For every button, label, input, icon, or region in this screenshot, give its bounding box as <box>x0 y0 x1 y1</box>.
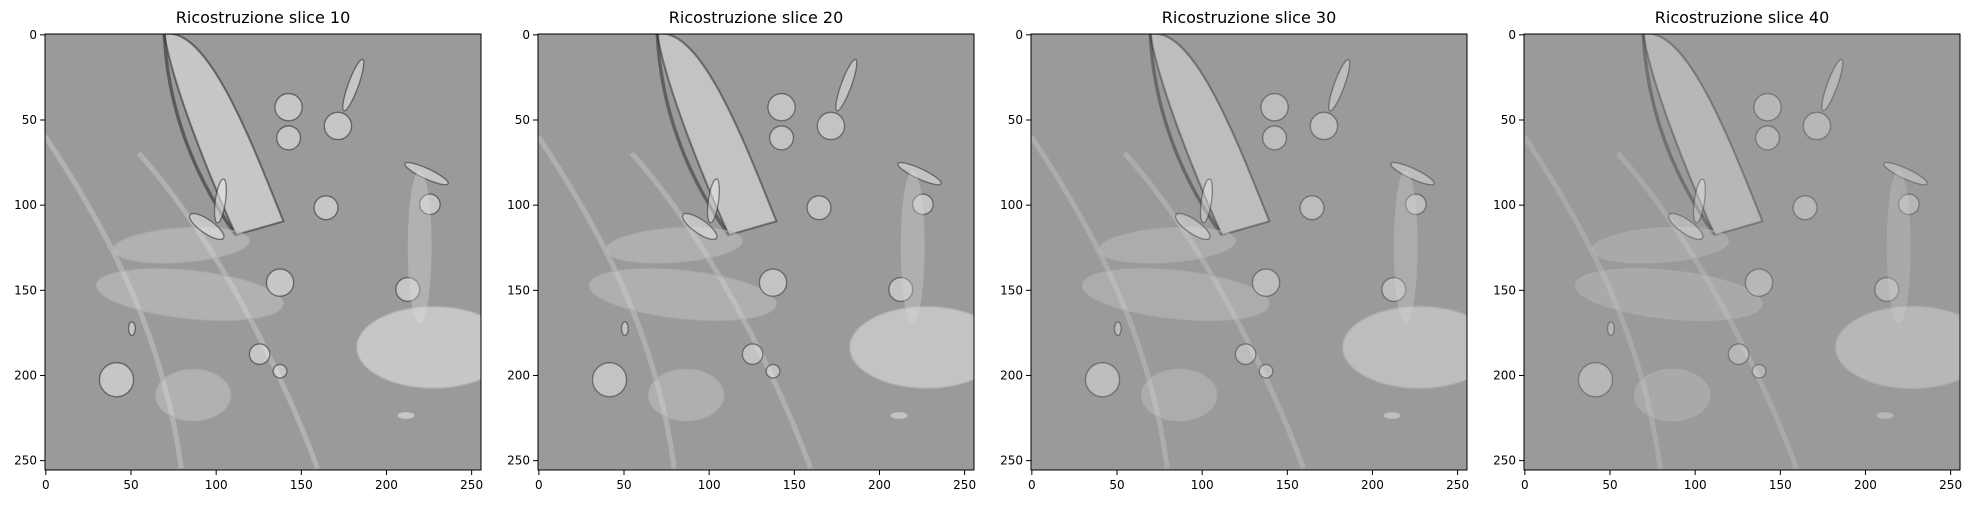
y-tick-label: 150 <box>14 283 37 297</box>
reconstruction-image <box>1524 34 1960 470</box>
y-tick-label: 100 <box>1493 198 1516 212</box>
subplot-3: Ricostruzione slice 30 0 50 100 150 200 250 0 50… <box>986 0 1479 505</box>
x-tick-label: 150 <box>1769 478 1792 492</box>
y-tick-label: 100 <box>1000 198 1023 212</box>
y-tick-label: 200 <box>507 368 530 382</box>
axes-frame <box>44 33 482 471</box>
subplot-2: Ricostruzione slice 20 0 50 100 150 200 250 0 50… <box>493 0 986 505</box>
subplot-1: Ricostruzione slice 10 0 50 100 150 200 250 0 50… <box>0 0 493 505</box>
y-tick-label: 150 <box>1493 283 1516 297</box>
y-tick-label: 0 <box>29 28 37 42</box>
x-tick-label: 150 <box>1276 478 1299 492</box>
subplot-1-canvas: Ricostruzione slice 10 0 50 100 150 200 250 0 50… <box>14 8 483 492</box>
y-tick-label: 200 <box>1493 368 1516 382</box>
x-tick-label: 100 <box>698 478 721 492</box>
x-tick-label: 150 <box>783 478 806 492</box>
chart-title: Ricostruzione slice 30 <box>1162 8 1337 27</box>
x-tick-label: 250 <box>953 478 976 492</box>
x-tick-label: 200 <box>868 478 891 492</box>
x-tick-label: 200 <box>1361 478 1384 492</box>
y-tick-label: 0 <box>522 28 530 42</box>
y-tick-label: 0 <box>1015 28 1023 42</box>
subplot-2-canvas: Ricostruzione slice 20 0 50 100 150 200 250 0 50… <box>507 8 976 492</box>
x-tick-label: 0 <box>1028 478 1036 492</box>
y-tick-label: 150 <box>1000 283 1023 297</box>
axes-frame <box>1030 33 1468 471</box>
x-tick-label: 0 <box>1521 478 1529 492</box>
y-tick-label: 50 <box>22 113 37 127</box>
y-tick-label: 100 <box>507 198 530 212</box>
reconstruction-image <box>1031 34 1467 470</box>
x-tick-label: 250 <box>1939 478 1962 492</box>
y-tick-label: 0 <box>1508 28 1516 42</box>
reconstruction-image <box>45 34 481 470</box>
y-tick-label: 150 <box>507 283 530 297</box>
subplot-4: Ricostruzione slice 40 0 50 100 150 200 250 0 50… <box>1479 0 1972 505</box>
x-tick-label: 200 <box>375 478 398 492</box>
y-tick-label: 100 <box>14 198 37 212</box>
image-area <box>1524 34 1960 470</box>
x-tick-label: 150 <box>290 478 313 492</box>
y-tick-label: 250 <box>1000 454 1023 468</box>
x-tick-label: 50 <box>123 478 138 492</box>
image-area <box>1031 34 1467 470</box>
y-tick-label: 250 <box>14 454 37 468</box>
chart-title: Ricostruzione slice 40 <box>1655 8 1830 27</box>
y-tick-label: 200 <box>14 368 37 382</box>
x-tick-label: 0 <box>535 478 543 492</box>
chart-title: Ricostruzione slice 10 <box>176 8 351 27</box>
x-tick-label: 250 <box>1446 478 1469 492</box>
x-tick-label: 0 <box>42 478 50 492</box>
x-tick-label: 250 <box>460 478 483 492</box>
x-tick-label: 50 <box>616 478 631 492</box>
reconstruction-image <box>538 34 974 470</box>
y-tick-label: 50 <box>515 113 530 127</box>
y-tick-label: 50 <box>1501 113 1516 127</box>
axes-frame <box>537 33 975 471</box>
y-tick-label: 200 <box>1000 368 1023 382</box>
subplot-3-canvas: Ricostruzione slice 30 0 50 100 150 200 250 0 50… <box>1000 8 1469 492</box>
chart-title: Ricostruzione slice 20 <box>669 8 844 27</box>
y-tick-label: 250 <box>1493 454 1516 468</box>
x-tick-label: 100 <box>1191 478 1214 492</box>
y-tick-label: 50 <box>1008 113 1023 127</box>
x-tick-label: 100 <box>1684 478 1707 492</box>
subplot-4-canvas: Ricostruzione slice 40 0 50 100 150 200 250 0 50… <box>1493 8 1962 492</box>
y-tick-label: 250 <box>507 454 530 468</box>
x-tick-label: 100 <box>205 478 228 492</box>
x-tick-label: 200 <box>1854 478 1877 492</box>
x-tick-label: 50 <box>1109 478 1124 492</box>
axes-frame <box>1523 33 1961 471</box>
x-tick-label: 50 <box>1602 478 1617 492</box>
